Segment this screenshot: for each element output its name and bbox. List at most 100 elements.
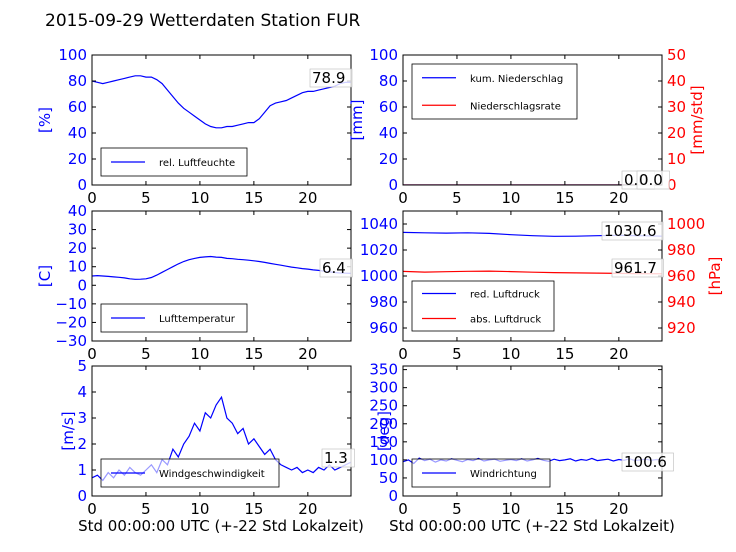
x-tick-label: 15 <box>555 189 574 207</box>
legend-label: kum. Niederschlag <box>470 74 563 85</box>
y-tick-label: 0 <box>77 176 87 194</box>
legend-label: Windrichtung <box>470 469 537 480</box>
legend-label: rel. Luftfeuchte <box>159 158 235 169</box>
x-tick-label: 5 <box>141 500 151 518</box>
x-tick-label: 5 <box>141 345 151 363</box>
page-title: 2015-09-29 Wetterdaten Station FUR <box>45 11 361 31</box>
value-annotation: 961.7 <box>614 259 657 277</box>
x-axis-label-windspeed: Std 00:00:00 UTC (+-22 Std Lokalzeit) <box>78 517 364 535</box>
y-right-tick-label: 40 <box>667 72 686 90</box>
y-right-tick-label: 10 <box>667 150 686 168</box>
x-tick-label: 20 <box>298 189 317 207</box>
y-axis-label-precip: [mm] <box>348 100 366 141</box>
y-right-tick-label: 50 <box>667 46 686 64</box>
x-tick-label: 0 <box>398 189 408 207</box>
value-annotation: 0.0 <box>639 171 663 189</box>
legend-label: abs. Luftdruck <box>470 315 541 326</box>
weather-dashboard: 2015-09-29 Wetterdaten Station FUR 0 5 10… <box>0 0 736 552</box>
x-tick-label: 5 <box>452 500 462 518</box>
y-tick-label: 30 <box>68 221 87 239</box>
y-tick-label: −30 <box>55 332 87 350</box>
x-tick-label: 20 <box>298 500 317 518</box>
y-right-axis-label-pressure: [hPa] <box>706 257 724 296</box>
x-tick-label: 15 <box>555 500 574 518</box>
y-tick-label: 100 <box>58 46 87 64</box>
y-tick-label: −10 <box>55 295 87 313</box>
y-tick-label: 960 <box>369 319 398 337</box>
x-tick-label: 20 <box>609 500 628 518</box>
value-annotation: 6.4 <box>322 259 346 277</box>
y-right-tick-label: 920 <box>667 319 696 337</box>
y-tick-label: −20 <box>55 313 87 331</box>
y-tick-label: 1020 <box>360 241 398 259</box>
y-tick-label: 0 <box>388 176 398 194</box>
x-tick-label: 10 <box>190 189 209 207</box>
x-tick-label: 0 <box>87 345 97 363</box>
y-tick-label: 80 <box>379 72 398 90</box>
y-tick-label: 50 <box>379 469 398 487</box>
y-right-tick-label: 940 <box>667 293 696 311</box>
legend-label: red. Luftdruck <box>470 290 540 301</box>
legend-label: Lufttemperatur <box>159 314 236 325</box>
value-annotation: 1030.6 <box>604 222 657 240</box>
y-tick-label: 300 <box>369 379 398 397</box>
legend-label: Niederschlagsrate <box>470 101 561 112</box>
x-tick-label: 0 <box>398 345 408 363</box>
x-tick-label: 20 <box>609 345 628 363</box>
y-right-tick-label: 20 <box>667 124 686 142</box>
y-right-tick-label: 980 <box>667 241 696 259</box>
y-tick-label: 0 <box>388 487 398 505</box>
y-right-tick-label: 30 <box>667 98 686 116</box>
y-tick-label: 2 <box>77 435 87 453</box>
y-tick-label: 0 <box>77 276 87 294</box>
y-right-tick-label: 960 <box>667 267 696 285</box>
y-right-axis-label-precip: [mm/std] <box>688 85 706 154</box>
x-tick-label: 20 <box>298 345 317 363</box>
x-tick-label: 15 <box>244 345 263 363</box>
x-tick-label: 5 <box>141 189 151 207</box>
x-tick-label: 10 <box>501 189 520 207</box>
y-tick-label: 100 <box>369 46 398 64</box>
y-tick-label: 80 <box>68 72 87 90</box>
y-tick-label: 60 <box>379 98 398 116</box>
legend-label: Windgeschwindigkeit <box>159 469 265 480</box>
y-tick-label: 10 <box>68 258 87 276</box>
y-tick-label: 1 <box>77 461 87 479</box>
x-tick-label: 5 <box>452 189 462 207</box>
x-tick-label: 15 <box>244 189 263 207</box>
y-axis-label-humidity: [%] <box>36 107 54 133</box>
x-axis-label-winddir: Std 00:00:00 UTC (+-22 Std Lokalzeit) <box>389 517 675 535</box>
y-axis-label-temperature: [C] <box>36 265 54 287</box>
y-right-tick-label: 1000 <box>667 215 705 233</box>
y-axis-label-winddir: [deg] <box>375 411 393 451</box>
x-tick-label: 10 <box>501 345 520 363</box>
series-line-temperature-0 <box>92 257 351 280</box>
y-tick-label: 5 <box>77 357 87 375</box>
y-tick-label: 1000 <box>360 267 398 285</box>
value-annotation: 1.3 <box>324 449 348 467</box>
y-tick-label: 20 <box>68 150 87 168</box>
y-tick-label: 20 <box>68 239 87 257</box>
x-tick-label: 15 <box>244 500 263 518</box>
x-tick-label: 0 <box>87 500 97 518</box>
y-tick-label: 350 <box>369 361 398 379</box>
y-tick-label: 0 <box>77 487 87 505</box>
x-tick-label: 10 <box>501 500 520 518</box>
value-annotation: 100.6 <box>624 453 667 471</box>
value-annotation: 78.9 <box>312 69 345 87</box>
y-tick-label: 40 <box>379 124 398 142</box>
y-tick-label: 4 <box>77 383 87 401</box>
x-tick-label: 0 <box>398 500 408 518</box>
y-tick-label: 3 <box>77 409 87 427</box>
x-tick-label: 5 <box>452 345 462 363</box>
y-tick-label: 1040 <box>360 215 398 233</box>
x-tick-label: 20 <box>609 189 628 207</box>
y-tick-label: 60 <box>68 98 87 116</box>
x-tick-label: 10 <box>190 500 209 518</box>
x-tick-label: 0 <box>87 189 97 207</box>
y-tick-label: 40 <box>68 202 87 220</box>
y-tick-label: 980 <box>369 293 398 311</box>
chart-canvas: 2015-09-29 Wetterdaten Station FUR 0 5 10… <box>0 0 736 552</box>
x-tick-label: 10 <box>190 345 209 363</box>
x-tick-label: 15 <box>555 345 574 363</box>
